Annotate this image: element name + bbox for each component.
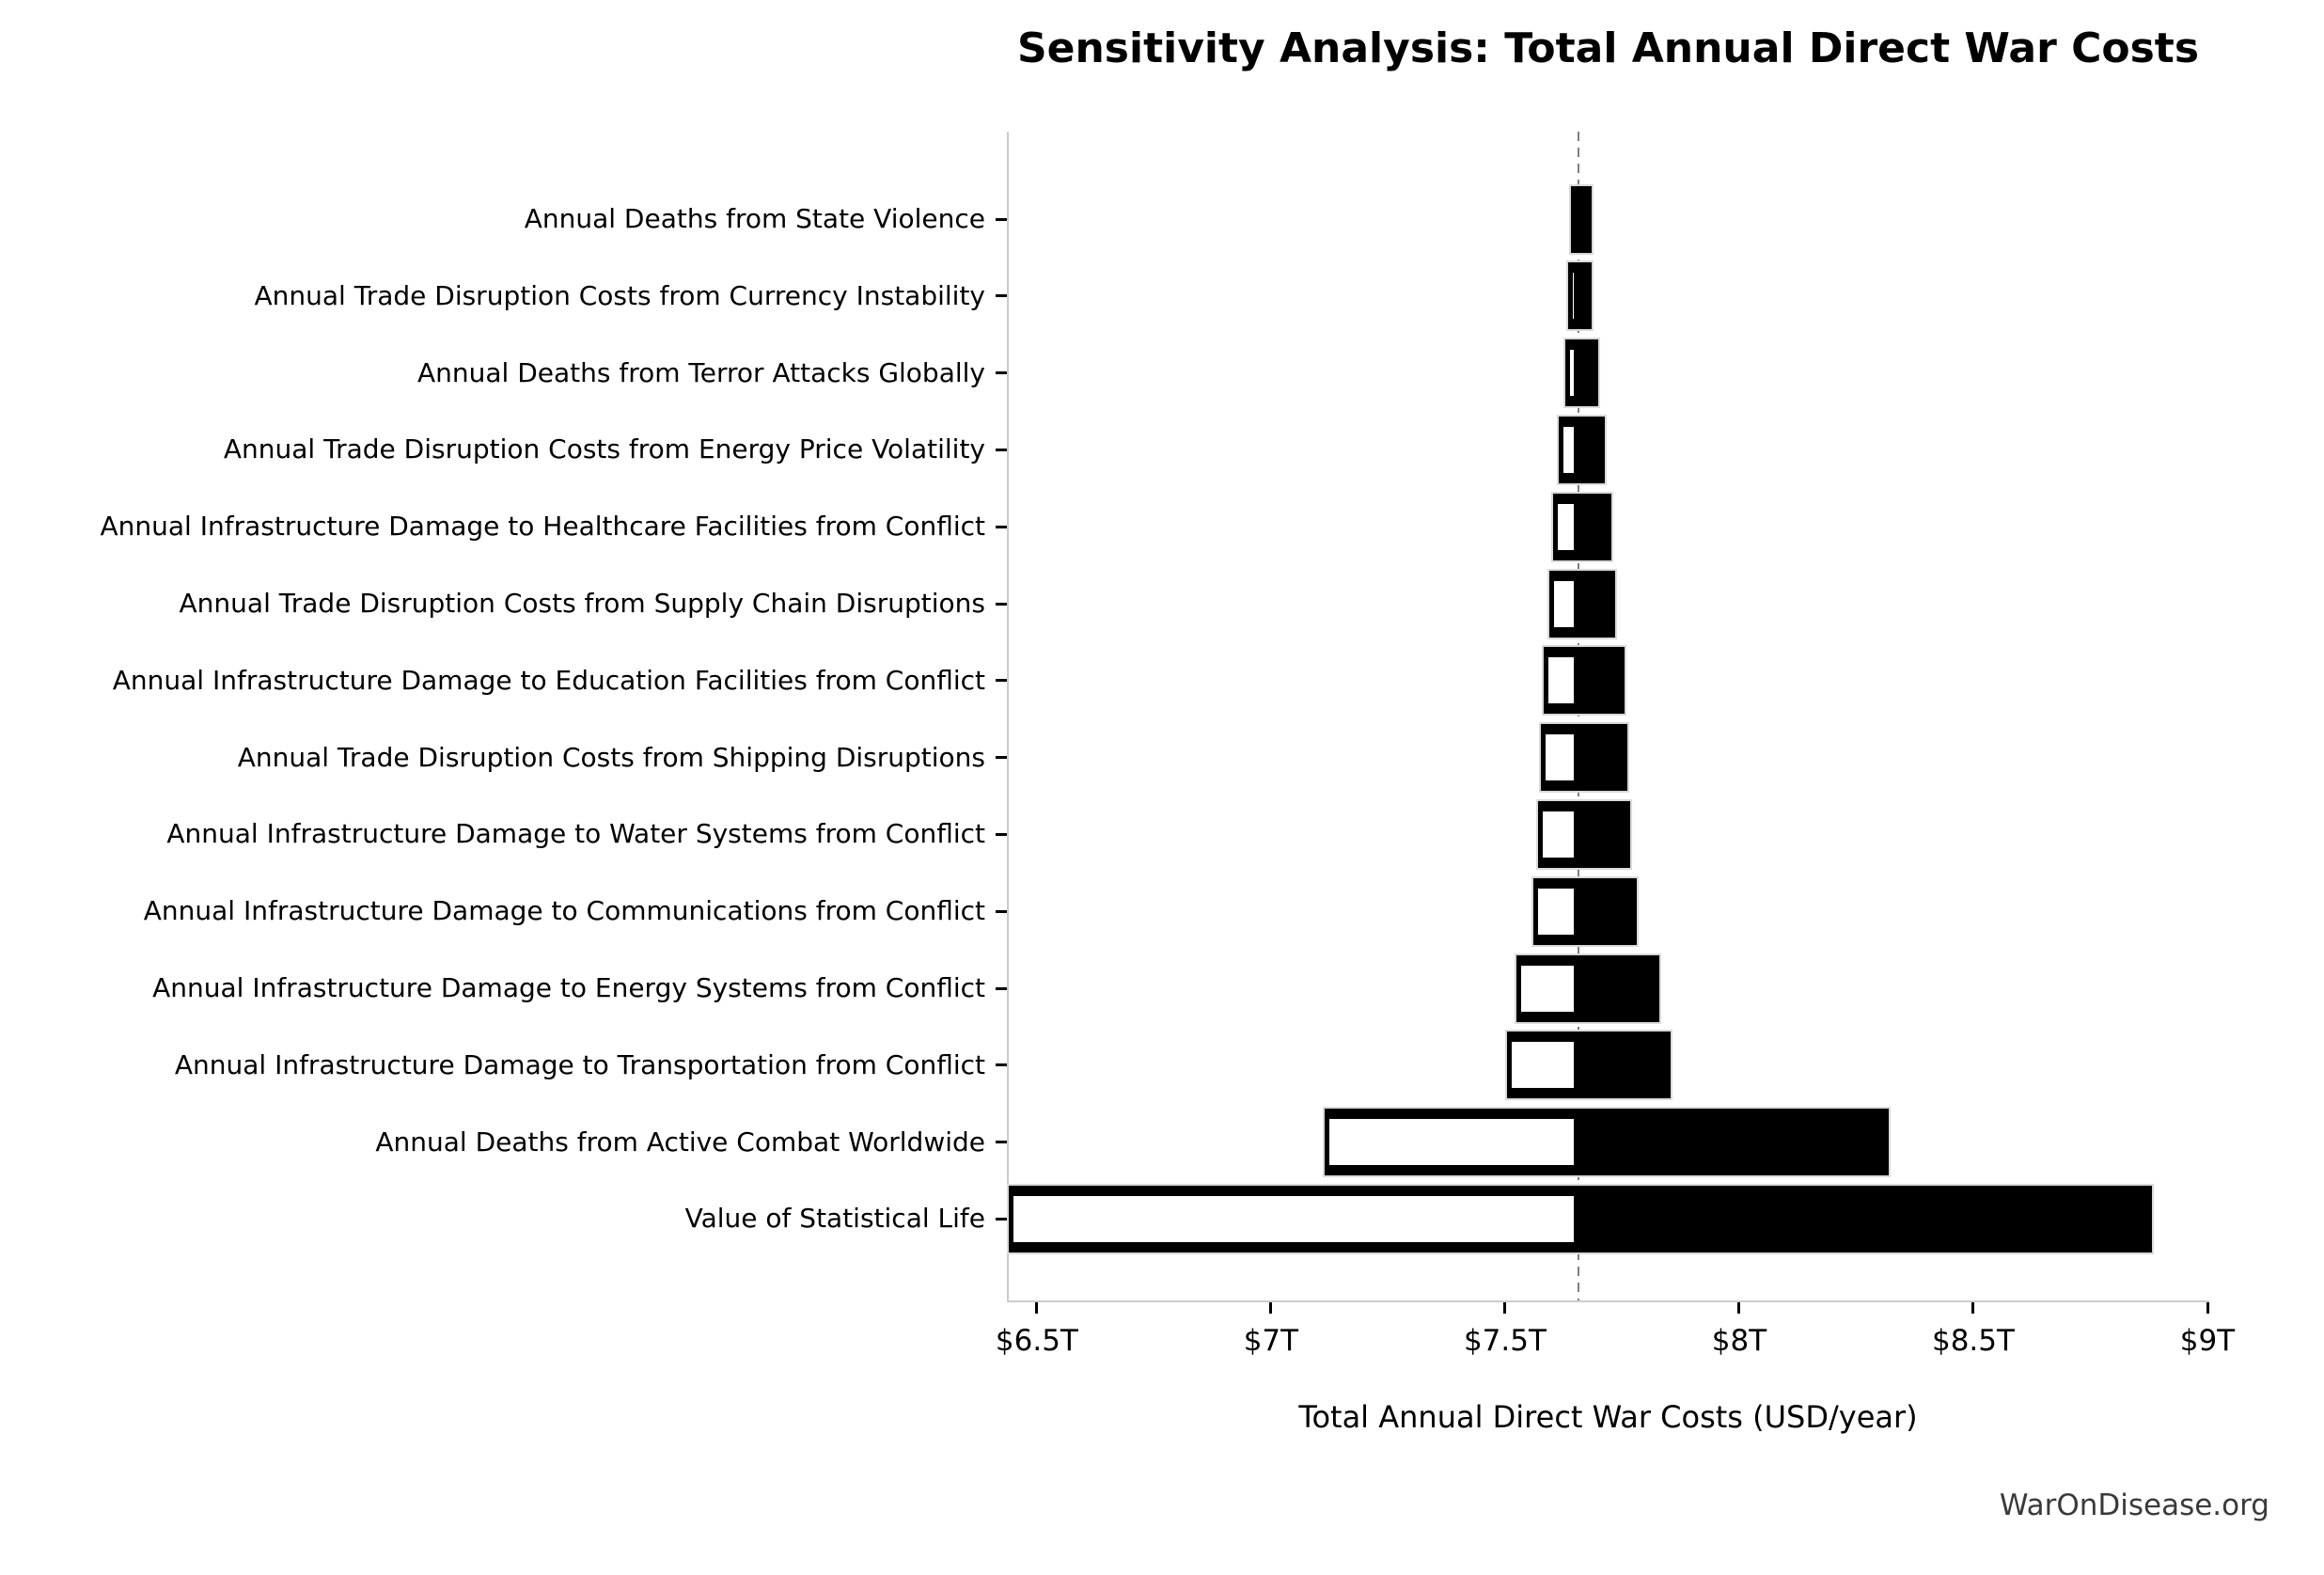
x-tick-label: $8T: [1711, 1324, 1767, 1358]
y-axis-tick: [996, 679, 1007, 683]
category-label: Annual Trade Disruption Costs from Shipp…: [237, 741, 985, 773]
y-axis-tick: [996, 756, 1007, 760]
x-tick-label: $6.5T: [995, 1324, 1078, 1358]
x-axis-tick: [1971, 1302, 1975, 1314]
y-axis-tick: [996, 448, 1007, 451]
category-label: Value of Statistical Life: [684, 1203, 985, 1235]
bar-low-range: [1532, 883, 1579, 939]
y-axis-tick: [996, 986, 1007, 990]
x-axis-tick: [1035, 1302, 1039, 1314]
category-label: Annual Infrastructure Damage to Educatio…: [112, 664, 985, 696]
y-axis-tick: [996, 909, 1007, 913]
x-axis-tick: [1503, 1302, 1507, 1314]
category-label: Annual Infrastructure Damage to Energy S…: [152, 972, 985, 1003]
y-axis-tick: [996, 294, 1007, 298]
bar-low-range: [1549, 575, 1579, 632]
bar-low-range: [1552, 498, 1579, 555]
category-label: Annual Trade Disruption Costs from Curre…: [254, 279, 985, 311]
bar-low-range: [1324, 1114, 1579, 1171]
category-label: Annual Trade Disruption Costs from Suppl…: [179, 588, 985, 619]
bar-low-range: [1009, 1190, 1579, 1247]
category-label: Annual Trade Disruption Costs from Energ…: [223, 433, 985, 465]
category-label: Annual Deaths from Active Combat Worldwi…: [375, 1126, 985, 1158]
category-label: Annual Deaths from Terror Attacks Global…: [416, 356, 985, 388]
baseline-dashed-line: [1578, 132, 1580, 1300]
category-label: Annual Infrastructure Damage to Healthca…: [100, 511, 986, 543]
bar-low-range: [1537, 806, 1579, 862]
bar-low-range: [1567, 268, 1579, 324]
x-axis-tick: [1737, 1302, 1741, 1314]
bar-low-range: [1540, 730, 1579, 786]
y-axis-tick: [996, 1217, 1007, 1221]
bar-low-range: [1543, 653, 1579, 709]
category-label: Annual Infrastructure Damage to Communic…: [143, 895, 985, 927]
bar-low-range: [1506, 1037, 1579, 1094]
y-axis-tick: [996, 602, 1007, 606]
x-axis-tick: [2206, 1302, 2209, 1314]
x-tick-label: $9T: [2179, 1324, 2236, 1358]
y-axis-tick: [996, 1141, 1007, 1144]
y-axis-tick: [996, 217, 1007, 221]
x-axis-spine: [1007, 1300, 2209, 1302]
bar-low-range: [1558, 421, 1579, 478]
y-axis-spine: [1007, 132, 1009, 1302]
x-tick-label: $7.5T: [1463, 1324, 1547, 1358]
category-label: Annual Deaths from State Violence: [524, 203, 985, 234]
y-axis-tick: [996, 525, 1007, 528]
x-tick-label: $7T: [1243, 1324, 1299, 1358]
bar-low-range: [1571, 191, 1581, 247]
x-tick-label: $8.5T: [1931, 1324, 2015, 1358]
x-axis-label: Total Annual Direct War Costs (USD/year): [1298, 1399, 1918, 1435]
bar-low-range: [1516, 960, 1579, 1016]
category-label: Annual Infrastructure Damage to Water Sy…: [166, 818, 985, 850]
x-axis-tick: [1269, 1302, 1273, 1314]
bar-low-range: [1564, 345, 1579, 402]
y-axis-tick: [996, 832, 1007, 836]
y-axis-tick: [996, 371, 1007, 375]
footer-watermark: WarOnDisease.org: [1999, 1488, 2269, 1522]
y-axis-tick: [996, 1063, 1007, 1067]
category-label: Annual Infrastructure Damage to Transpor…: [174, 1048, 985, 1080]
chart-title: Sensitivity Analysis: Total Annual Direc…: [1016, 24, 2200, 72]
